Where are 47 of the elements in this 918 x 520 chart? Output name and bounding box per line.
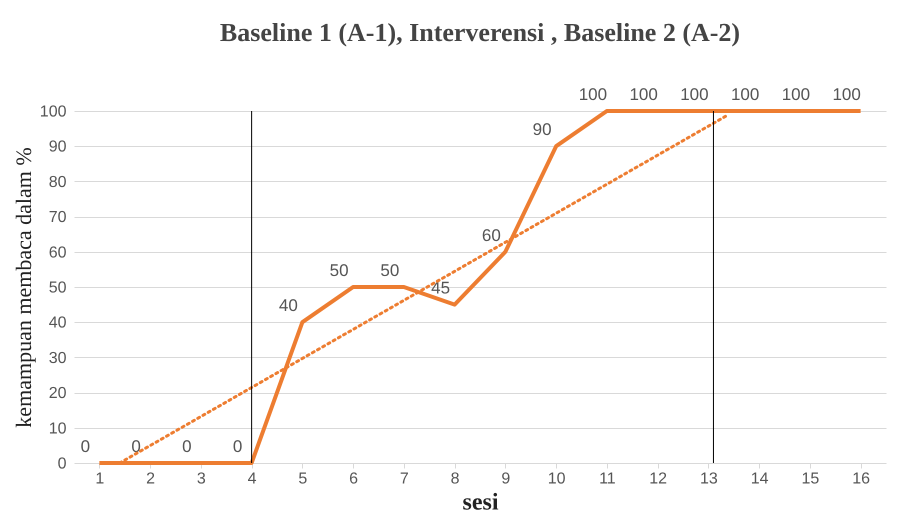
x-tick-label: 15 xyxy=(801,470,820,488)
y-axis-title: kemampuan membaca dalam % xyxy=(10,147,36,428)
x-tick-label: 6 xyxy=(349,470,358,488)
y-tick-label: 0 xyxy=(58,456,67,472)
y-tick-label: 50 xyxy=(48,280,67,296)
x-tick-label: 11 xyxy=(599,470,616,488)
x-tick-label: 3 xyxy=(196,470,206,488)
x-tick-label: 14 xyxy=(750,470,769,488)
x-tick-label: 2 xyxy=(146,470,156,488)
data-label: 50 xyxy=(330,261,349,280)
x-tick-label: 9 xyxy=(501,470,510,488)
chart-title: Baseline 1 (A-1), Interverensi , Baseline 2 (A-2) xyxy=(220,18,740,47)
y-tick-label: 30 xyxy=(48,350,67,367)
y-tick-label: 90 xyxy=(48,138,67,156)
x-axis-title: sesi xyxy=(462,490,499,516)
x-tick-label: 7 xyxy=(400,470,409,488)
data-label: 100 xyxy=(578,85,608,104)
x-tick-label: 5 xyxy=(298,470,308,488)
data-label: 100 xyxy=(730,85,760,104)
data-label: 45 xyxy=(431,278,450,298)
x-tick-label: 13 xyxy=(700,470,718,488)
data-label: 100 xyxy=(782,85,810,104)
data-label: 0 xyxy=(131,437,141,456)
data-label: 100 xyxy=(680,85,709,104)
line-series xyxy=(97,109,863,465)
data-label: 90 xyxy=(532,120,552,140)
x-tick-label: 1 xyxy=(95,470,104,488)
data-label: 50 xyxy=(380,261,400,280)
data-label: 40 xyxy=(278,296,298,316)
data-label: 60 xyxy=(482,226,501,245)
x-tick-label: 12 xyxy=(649,470,668,488)
data-label: 0 xyxy=(232,437,242,456)
data-label: 0 xyxy=(80,437,90,456)
y-tick-label: 70 xyxy=(48,209,67,226)
data-label: 100 xyxy=(832,85,861,104)
y-tick-label: 80 xyxy=(48,174,67,191)
x-tick-label: 8 xyxy=(450,470,460,488)
y-tick-label: 40 xyxy=(48,314,67,332)
data-label: 100 xyxy=(629,85,658,104)
y-tick-label: 60 xyxy=(48,244,67,262)
y-tick-label: 20 xyxy=(48,385,67,402)
data-label: 0 xyxy=(182,437,192,456)
x-tick-label: 16 xyxy=(852,470,870,488)
x-tick-label: 10 xyxy=(548,470,566,488)
y-tick-label: 10 xyxy=(48,420,67,438)
y-tick-label: 100 xyxy=(40,104,67,120)
x-tick-label: 4 xyxy=(248,470,257,488)
